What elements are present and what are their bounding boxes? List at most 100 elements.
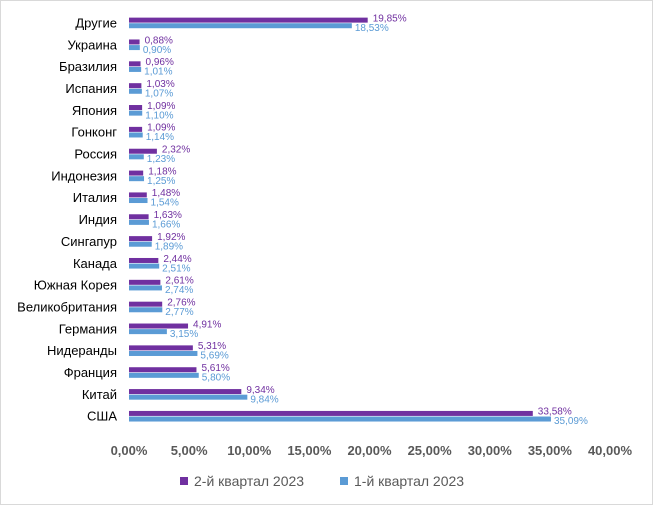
category-label: Нидеранды	[47, 343, 117, 358]
bar-q1-2023	[129, 176, 145, 182]
bar-q2-2023	[129, 17, 368, 23]
data-label-q2-2023: 1,63%	[154, 210, 182, 221]
data-label-q1-2023: 5,80%	[202, 373, 230, 384]
data-label-q2-2023: 4,91%	[193, 319, 221, 330]
category-label: Россия	[74, 147, 117, 162]
bar-q2-2023	[129, 410, 533, 416]
data-label-q1-2023: 2,51%	[162, 263, 190, 274]
x-tick-label: 5,00%	[171, 443, 208, 458]
bar-q2-2023	[129, 105, 143, 111]
data-label-q2-2023: 1,18%	[148, 166, 176, 177]
data-label-q2-2023: 0,88%	[145, 35, 173, 46]
data-label-q2-2023: 1,92%	[157, 232, 185, 243]
bar-q1-2023	[129, 198, 148, 204]
data-label-q1-2023: 1,54%	[151, 198, 179, 209]
x-tick-label: 10,00%	[227, 443, 272, 458]
data-label-q2-2023: 19,85%	[373, 13, 407, 24]
bar-q1-2023	[129, 132, 143, 138]
category-label: Украина	[68, 37, 118, 52]
x-tick-label: 35,00%	[528, 443, 573, 458]
data-label-q1-2023: 1,01%	[144, 67, 172, 78]
bar-q2-2023	[129, 192, 147, 198]
category-label: Япония	[72, 103, 117, 118]
bar-q1-2023	[129, 307, 163, 313]
bar-q2-2023	[129, 126, 143, 132]
data-label-q1-2023: 1,23%	[147, 154, 175, 165]
data-label-q1-2023: 1,66%	[152, 220, 180, 231]
legend-swatch-q1-2023	[340, 477, 348, 485]
category-label: Гонконг	[71, 125, 117, 140]
data-label-q2-2023: 1,09%	[147, 101, 175, 112]
category-label: Индонезия	[51, 168, 117, 183]
data-label-q1-2023: 18,53%	[355, 23, 389, 34]
legend-label-q1-2023: 1-й квартал 2023	[354, 473, 464, 489]
data-label-q2-2023: 9,34%	[246, 385, 274, 396]
category-label: Канада	[73, 256, 118, 271]
data-label-q2-2023: 1,03%	[146, 79, 174, 90]
data-label-q1-2023: 1,25%	[147, 176, 175, 187]
data-label-q2-2023: 2,44%	[163, 254, 191, 265]
data-label-q2-2023: 0,96%	[146, 57, 174, 68]
x-tick-label: 30,00%	[468, 443, 513, 458]
data-label-q2-2023: 2,76%	[167, 297, 195, 308]
category-label: Италия	[73, 190, 117, 205]
data-label-q1-2023: 1,14%	[146, 132, 174, 143]
legend-label-q2-2023: 2-й квартал 2023	[194, 473, 304, 489]
bar-q2-2023	[129, 236, 153, 242]
x-tick-label: 40,00%	[588, 443, 633, 458]
bar-q2-2023	[129, 148, 157, 154]
x-tick-label: 0,00%	[111, 443, 148, 458]
x-tick-label: 15,00%	[287, 443, 332, 458]
bar-q2-2023	[129, 279, 161, 285]
bar-q2-2023	[129, 61, 141, 67]
bar-q1-2023	[129, 350, 198, 356]
legend-swatch-q2-2023	[180, 477, 188, 485]
bar-q2-2023	[129, 214, 149, 220]
data-label-q2-2023: 2,61%	[165, 276, 193, 287]
data-label-q2-2023: 2,32%	[162, 145, 190, 156]
data-label-q1-2023: 35,09%	[554, 416, 588, 427]
bar-q1-2023	[129, 263, 160, 269]
category-label: Сингапур	[61, 234, 117, 249]
bar-q2-2023	[129, 345, 193, 351]
bar-q1-2023	[129, 394, 248, 400]
category-label: США	[87, 409, 117, 424]
bar-q2-2023	[129, 323, 189, 329]
bar-q1-2023	[129, 110, 143, 116]
bar-q2-2023	[129, 367, 197, 373]
bar-q2-2023	[129, 389, 242, 395]
data-label-q1-2023: 1,07%	[145, 88, 173, 99]
data-label-q2-2023: 5,31%	[198, 341, 226, 352]
bar-q2-2023	[129, 170, 144, 176]
category-label: Индия	[79, 212, 117, 227]
bar-q2-2023	[129, 39, 140, 45]
bar-q2-2023	[129, 301, 163, 307]
bar-q1-2023	[129, 66, 142, 72]
data-label-q1-2023: 0,90%	[143, 45, 171, 56]
bar-q1-2023	[129, 329, 167, 335]
category-label: Испания	[65, 81, 117, 96]
data-label-q1-2023: 3,15%	[170, 329, 198, 340]
category-label: Великобритания	[17, 299, 117, 314]
bar-q1-2023	[129, 241, 152, 247]
bar-q1-2023	[129, 45, 140, 51]
data-label-q1-2023: 5,69%	[200, 351, 228, 362]
data-label-q1-2023: 1,10%	[145, 110, 173, 121]
category-label: Китай	[82, 387, 117, 402]
bar-q1-2023	[129, 372, 199, 378]
data-label-q1-2023: 2,74%	[165, 285, 193, 296]
bar-q1-2023	[129, 88, 142, 94]
category-label: Бразилия	[59, 59, 117, 74]
bar-q1-2023	[129, 219, 149, 225]
category-label: Южная Корея	[34, 278, 117, 293]
data-label-q1-2023: 9,84%	[250, 394, 278, 405]
category-label: Франция	[64, 365, 117, 380]
bar-q1-2023	[129, 23, 352, 29]
category-label: Другие	[75, 15, 117, 30]
bar-q1-2023	[129, 285, 162, 291]
x-tick-label: 20,00%	[347, 443, 392, 458]
data-label-q2-2023: 5,61%	[201, 363, 229, 374]
bar-q1-2023	[129, 154, 144, 160]
data-label-q1-2023: 1,89%	[155, 241, 183, 252]
